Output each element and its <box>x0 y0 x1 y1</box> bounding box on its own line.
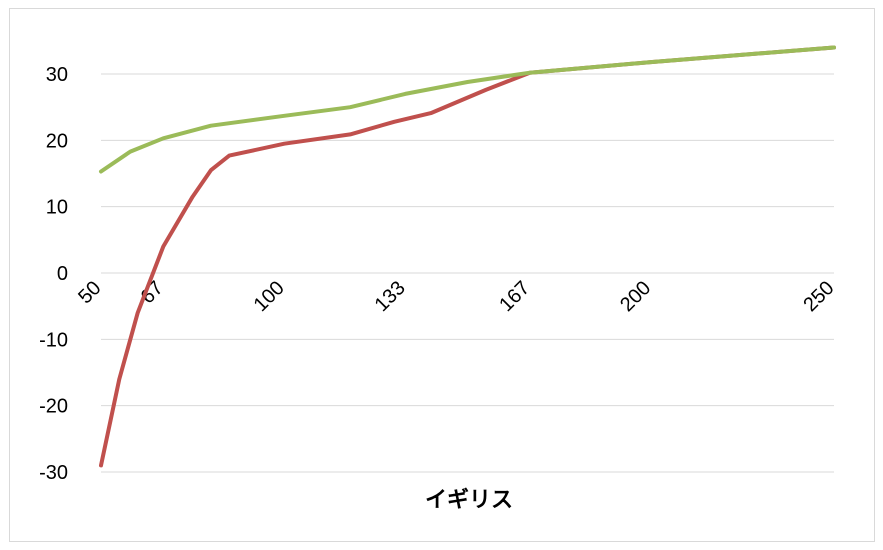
x-axis-tick-labels: 50 67 100 133 167 200 250 <box>74 277 838 316</box>
x-tick-label: 167 <box>495 277 534 316</box>
y-tick-label: -20 <box>39 396 68 418</box>
y-axis-tick-labels: -30 -20 -10 0 10 20 30 <box>39 64 68 484</box>
series-line-1 <box>99 45 836 468</box>
series-lines <box>99 45 836 468</box>
y-tick-label: -30 <box>39 462 68 484</box>
y-tick-label: 10 <box>46 197 68 219</box>
x-tick-label: 133 <box>371 277 410 316</box>
y-tick-label: -10 <box>39 329 68 351</box>
x-tick-label: 100 <box>250 277 289 316</box>
y-tick-label: 20 <box>46 130 68 152</box>
gridlines <box>101 73 834 473</box>
x-axis-label: イギリス <box>425 488 513 513</box>
x-tick-label: 200 <box>616 277 655 316</box>
y-tick-label: 0 <box>57 263 68 285</box>
y-tick-label: 30 <box>46 64 68 86</box>
x-tick-label: 50 <box>74 277 105 308</box>
series-line-2 <box>99 45 836 174</box>
x-tick-label: 250 <box>799 277 838 316</box>
